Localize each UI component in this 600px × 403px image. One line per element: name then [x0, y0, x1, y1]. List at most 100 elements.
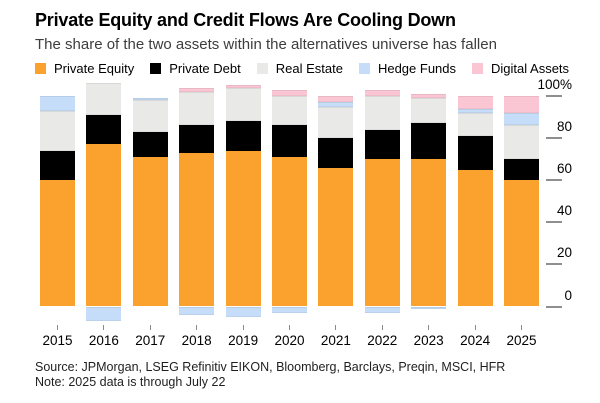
legend-swatch-icon — [35, 63, 46, 74]
bar-segment-private-equity-2021 — [318, 167, 354, 307]
bar-segment-private-equity-2016 — [86, 144, 122, 307]
bar-segment-real-estate-2017 — [132, 100, 168, 132]
bar-segment-private-equity-2025 — [504, 180, 539, 307]
chart-subtitle: The share of the two assets within the a… — [35, 36, 497, 53]
x-axis-label: 2025 — [506, 333, 537, 348]
bar-segment-hedge-funds-2021 — [318, 102, 354, 107]
bar-segment-real-estate-2018 — [179, 91, 215, 126]
chart-title: Private Equity and Credit Flows Are Cool… — [35, 10, 456, 30]
bar-segment-hedge-funds-2024 — [457, 108, 493, 113]
x-axis-tick — [428, 325, 430, 330]
y-axis-label: 80 — [556, 119, 572, 135]
bar-segment-hedge-funds-2020 — [272, 306, 307, 313]
legend-label: Private Equity — [54, 61, 135, 76]
bar-segment-hedge-funds-2022 — [364, 306, 400, 313]
legend-item-hedge-funds: Hedge Funds — [358, 61, 457, 76]
bar-segment-real-estate-2025 — [504, 125, 539, 160]
legend-item-private-debt: Private Debt — [150, 61, 241, 76]
x-axis-label: 2021 — [320, 333, 351, 348]
y-axis-label: 0 — [564, 287, 572, 303]
bar-segment-private-debt-2018 — [179, 125, 215, 153]
bar-segment-real-estate-2015 — [40, 110, 75, 151]
legend-item-real-estate: Real Estate — [256, 61, 343, 76]
bar-segment-hedge-funds-2023 — [411, 306, 447, 309]
y-axis-tick — [546, 263, 562, 266]
x-axis-label: 2016 — [88, 333, 119, 348]
legend-swatch-icon — [358, 63, 370, 74]
bar-segment-digital-assets-2021 — [318, 96, 354, 103]
legend-swatch-icon — [256, 63, 268, 74]
bar-segment-private-equity-2015 — [40, 180, 75, 307]
bar-segment-real-estate-2022 — [364, 96, 400, 130]
x-axis-tick — [103, 325, 105, 330]
bar-segment-private-debt-2017 — [132, 131, 168, 158]
y-axis-tick — [546, 305, 562, 308]
x-axis-tick — [474, 325, 476, 330]
bar-segment-private-equity-2024 — [457, 169, 493, 307]
legend-swatch-icon — [472, 63, 484, 74]
x-axis-label: 2020 — [274, 333, 305, 348]
x-axis-label: 2017 — [135, 333, 166, 348]
bar-segment-real-estate-2016 — [86, 83, 122, 115]
y-axis-label: 40 — [556, 203, 572, 219]
bar-segment-real-estate-2020 — [272, 96, 307, 126]
x-axis-tick — [242, 325, 244, 330]
bar-segment-private-debt-2024 — [457, 135, 493, 170]
x-axis-tick — [381, 325, 383, 330]
bar-segment-private-equity-2022 — [364, 159, 400, 307]
y-axis-label: 20 — [556, 245, 572, 261]
x-axis-tick — [57, 325, 58, 330]
bar-segment-hedge-funds-2017 — [132, 98, 168, 101]
bar-segment-real-estate-2024 — [457, 112, 493, 136]
y-axis-tick — [546, 221, 562, 224]
x-axis-tick — [196, 325, 198, 330]
bar-segment-digital-assets-2023 — [411, 93, 447, 99]
legend: Private Equity Private Debt Real Estate Hed… — [35, 61, 569, 76]
bar-segment-hedge-funds-2018 — [179, 306, 215, 315]
bar-segment-private-equity-2020 — [272, 157, 307, 307]
bar-segment-private-debt-2023 — [411, 123, 447, 160]
y-axis-label: 60 — [556, 161, 572, 177]
legend-label: Private Debt — [169, 61, 241, 76]
y-axis-tick — [546, 95, 562, 97]
bar-segment-real-estate-2021 — [318, 106, 354, 139]
x-axis-label: 2023 — [413, 333, 444, 348]
bar-segment-private-equity-2019 — [225, 150, 261, 307]
bar-segment-real-estate-2019 — [225, 87, 261, 122]
x-axis-tick — [149, 325, 151, 330]
legend-label: Real Estate — [275, 61, 343, 76]
bar-segment-private-debt-2015 — [40, 150, 75, 181]
x-axis-label: 2015 — [42, 333, 73, 348]
x-axis-label: 2018 — [181, 333, 212, 348]
legend-item-digital-assets: Digital Assets — [472, 61, 569, 76]
bar-segment-hedge-funds-2019 — [225, 306, 261, 318]
y-axis-tick — [546, 179, 562, 182]
bar-segment-real-estate-2023 — [411, 98, 447, 124]
x-axis-label: 2019 — [228, 333, 259, 348]
x-axis-label: 2022 — [367, 333, 398, 348]
source-text: Source: JPMorgan, LSEG Refinitiv EIKON, … — [35, 360, 506, 374]
legend-label: Hedge Funds — [377, 61, 457, 76]
legend-label: Digital Assets — [491, 61, 570, 76]
x-axis-label: 2024 — [460, 333, 491, 348]
bar-segment-private-debt-2020 — [272, 125, 307, 158]
y-axis-tick — [546, 137, 562, 140]
bar-segment-private-debt-2021 — [318, 138, 354, 168]
bar-segment-private-equity-2018 — [179, 152, 215, 307]
bar-segment-digital-assets-2024 — [457, 96, 493, 109]
bar-segment-digital-assets-2025 — [504, 96, 539, 113]
bar-segment-private-equity-2023 — [411, 159, 447, 307]
bar-segment-hedge-funds-2025 — [504, 112, 539, 126]
y-axis-label: 100% — [537, 77, 572, 92]
bar-segment-private-debt-2022 — [364, 129, 400, 160]
x-axis-tick — [335, 325, 337, 330]
bar-segment-private-debt-2019 — [225, 121, 261, 151]
bar-segment-digital-assets-2019 — [225, 85, 261, 88]
note-text: Note: 2025 data is through July 22 — [35, 375, 226, 389]
legend-item-private-equity: Private Equity — [35, 61, 134, 76]
bar-segment-private-equity-2017 — [132, 157, 168, 307]
x-axis-tick — [289, 325, 290, 330]
bar-segment-private-debt-2025 — [504, 159, 539, 181]
bar-segment-hedge-funds-2016 — [86, 306, 122, 322]
